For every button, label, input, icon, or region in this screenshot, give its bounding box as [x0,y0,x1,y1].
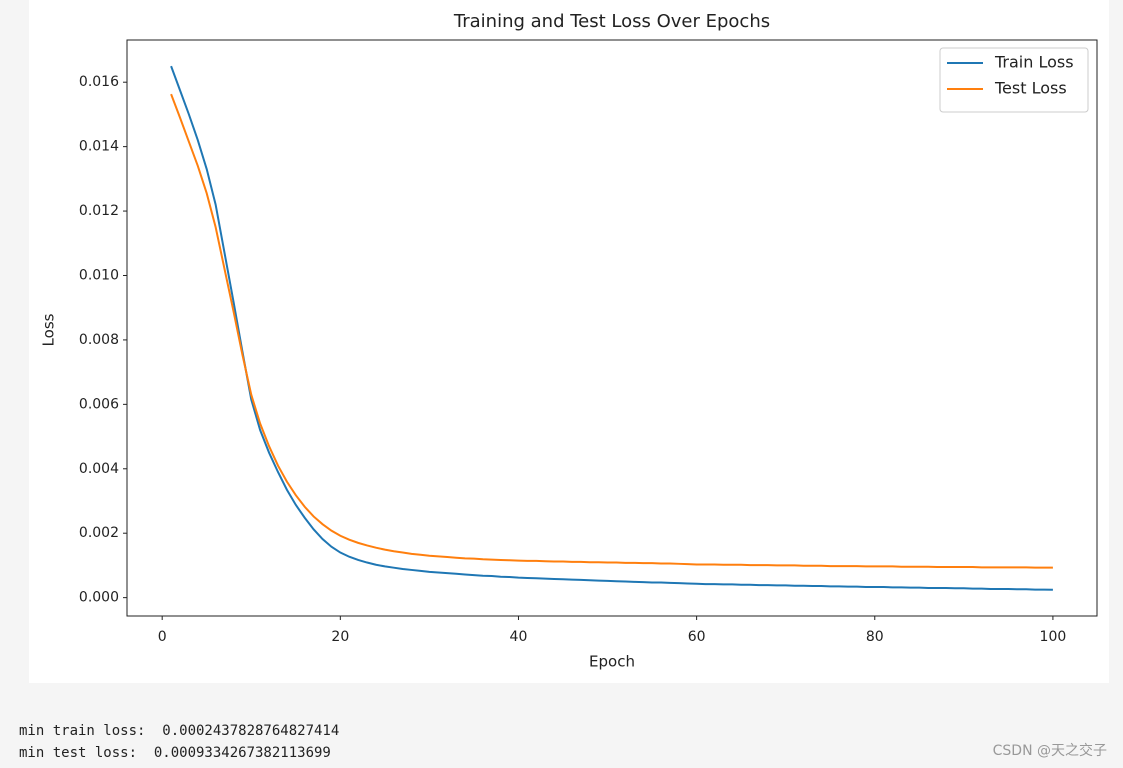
chart: Training and Test Loss Over Epochs Epoch… [40,11,1098,671]
y-tick-label: 0.014 [79,139,119,155]
chart-title: Training and Test Loss Over Epochs [453,11,770,32]
legend-label: Train Loss [994,53,1074,72]
y-tick-label: 0.012 [79,203,119,219]
y-tick-label: 0.010 [79,267,119,283]
x-tick-label: 40 [510,629,528,645]
y-tick-label: 0.016 [79,74,119,90]
x-axis-label: Epoch [589,653,635,671]
y-axis-label: Loss [40,313,58,346]
output-line: min test loss: 0.0009334267382113699 [19,745,331,761]
y-tick-label: 0.004 [79,461,119,477]
y-tick-label: 0.008 [79,332,119,348]
y-tick-label: 0.000 [79,590,119,606]
x-tick-label: 80 [866,629,884,645]
x-tick-label: 0 [158,629,167,645]
x-tick-label: 60 [688,629,706,645]
x-tick-label: 100 [1040,629,1067,645]
series-line [170,65,1053,591]
watermark: CSDN @天之交子 [992,743,1107,759]
x-tick-label: 20 [331,629,349,645]
series-line [170,93,1053,569]
y-tick-label: 0.002 [79,525,119,541]
y-tick-label: 0.006 [79,396,119,412]
figure-panel [29,0,1109,683]
plot-frame [126,39,1098,617]
legend-label: Test Loss [994,79,1067,98]
output-line: min train loss: 0.0002437828764827414 [19,723,340,739]
